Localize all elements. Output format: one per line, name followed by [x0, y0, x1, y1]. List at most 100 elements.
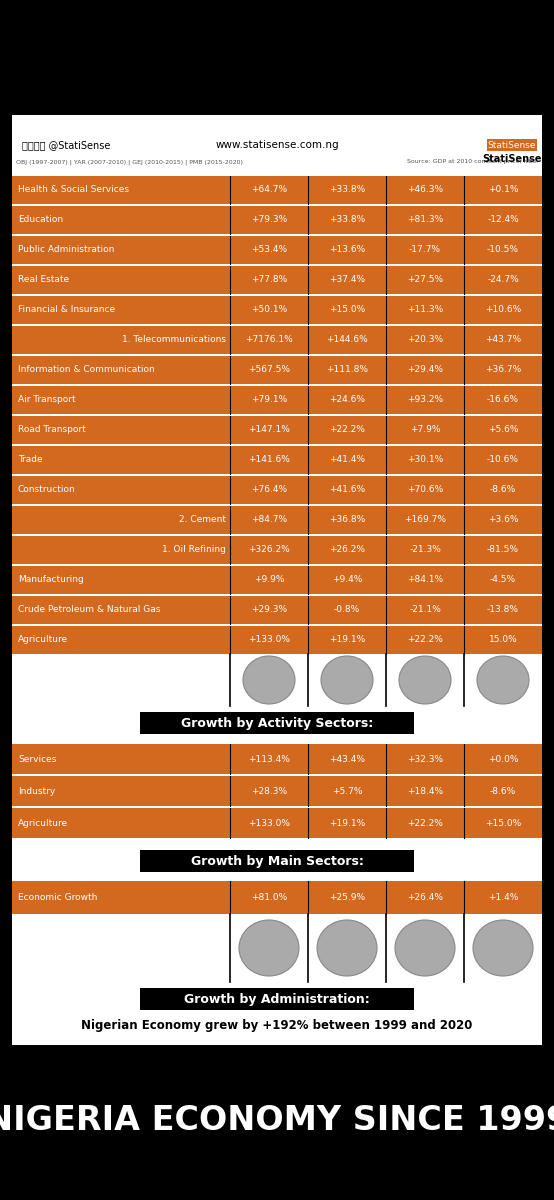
Bar: [12, 914, 542, 982]
Text: +64.7%: +64.7%: [251, 186, 287, 194]
Text: ⓘⒻⓨⓔ @StatiSense: ⓘⒻⓨⓔ @StatiSense: [22, 140, 110, 150]
Text: +22.2%: +22.2%: [407, 818, 443, 828]
Text: +326.2%: +326.2%: [248, 546, 290, 554]
Text: +10.6%: +10.6%: [485, 306, 521, 314]
Text: -10.6%: -10.6%: [487, 456, 519, 464]
Text: +26.4%: +26.4%: [407, 893, 443, 902]
Text: Crude Petroleum & Natural Gas: Crude Petroleum & Natural Gas: [18, 606, 160, 614]
Bar: [12, 808, 542, 838]
Text: -13.8%: -13.8%: [487, 606, 519, 614]
Text: +32.3%: +32.3%: [407, 755, 443, 763]
Bar: [12, 654, 542, 706]
Text: OBJ (1997-2007) | YAR (2007-2010) | GEJ (2010-2015) | PMB (2015-2020): OBJ (1997-2007) | YAR (2007-2010) | GEJ …: [16, 160, 243, 164]
Text: +15.0%: +15.0%: [485, 818, 521, 828]
Ellipse shape: [243, 656, 295, 704]
Text: Road Transport: Road Transport: [18, 426, 86, 434]
Bar: [0, 1045, 554, 1200]
Text: Nigerian Economy grew by +192% between 1999 and 2020: Nigerian Economy grew by +192% between 1…: [81, 1019, 473, 1032]
Text: +19.1%: +19.1%: [329, 818, 365, 828]
Ellipse shape: [317, 920, 377, 976]
Text: +5.6%: +5.6%: [488, 426, 518, 434]
Bar: [12, 838, 542, 844]
Text: +20.3%: +20.3%: [407, 336, 443, 344]
Bar: [0, 0, 554, 115]
Text: +26.2%: +26.2%: [329, 546, 365, 554]
Bar: [12, 536, 542, 564]
Ellipse shape: [239, 920, 299, 976]
Text: +9.9%: +9.9%: [254, 576, 284, 584]
Text: +77.8%: +77.8%: [251, 276, 287, 284]
Text: -81.5%: -81.5%: [487, 546, 519, 554]
Text: +144.6%: +144.6%: [326, 336, 368, 344]
Text: -24.7%: -24.7%: [487, 276, 519, 284]
Text: +7.9%: +7.9%: [410, 426, 440, 434]
Text: +84.7%: +84.7%: [251, 516, 287, 524]
Text: +19.1%: +19.1%: [329, 636, 365, 644]
Text: Real Estate: Real Estate: [18, 276, 69, 284]
Bar: [487, 139, 537, 151]
Text: +84.1%: +84.1%: [407, 576, 443, 584]
Text: +79.3%: +79.3%: [251, 216, 287, 224]
Text: Construction: Construction: [18, 486, 76, 494]
Text: -4.5%: -4.5%: [490, 576, 516, 584]
Text: +22.2%: +22.2%: [407, 636, 443, 644]
Text: 2. Cement: 2. Cement: [179, 516, 226, 524]
Text: 1. Oil Refining: 1. Oil Refining: [162, 546, 226, 554]
Text: +53.4%: +53.4%: [251, 246, 287, 254]
Bar: [12, 566, 542, 594]
Bar: [12, 596, 542, 624]
Text: -8.6%: -8.6%: [490, 786, 516, 796]
Text: +28.3%: +28.3%: [251, 786, 287, 796]
Text: +30.1%: +30.1%: [407, 456, 443, 464]
Text: -12.4%: -12.4%: [487, 216, 519, 224]
Text: -21.1%: -21.1%: [409, 606, 441, 614]
Text: +33.8%: +33.8%: [329, 186, 365, 194]
Text: Industry: Industry: [18, 786, 55, 796]
Text: +141.6%: +141.6%: [248, 456, 290, 464]
Bar: [12, 416, 542, 444]
Bar: [12, 115, 542, 1045]
Text: +15.0%: +15.0%: [329, 306, 365, 314]
Text: Financial & Insurance: Financial & Insurance: [18, 306, 115, 314]
Text: -17.7%: -17.7%: [409, 246, 441, 254]
Text: -10.5%: -10.5%: [487, 246, 519, 254]
Text: +50.1%: +50.1%: [251, 306, 287, 314]
Text: +33.8%: +33.8%: [329, 216, 365, 224]
Text: +22.2%: +22.2%: [329, 426, 365, 434]
Text: +133.0%: +133.0%: [248, 818, 290, 828]
Text: Manufacturing: Manufacturing: [18, 576, 84, 584]
Text: www.statisense.com.ng: www.statisense.com.ng: [215, 140, 339, 150]
Text: +111.8%: +111.8%: [326, 366, 368, 374]
Bar: [12, 326, 542, 354]
Text: Agriculture: Agriculture: [18, 636, 68, 644]
Text: Growth by Main Sectors:: Growth by Main Sectors:: [191, 854, 363, 868]
Text: Air Transport: Air Transport: [18, 396, 76, 404]
Text: Health & Social Services: Health & Social Services: [18, 186, 129, 194]
Ellipse shape: [473, 920, 533, 976]
Text: +1.4%: +1.4%: [488, 893, 518, 902]
Bar: [12, 386, 542, 414]
Text: +36.8%: +36.8%: [329, 516, 365, 524]
Text: +11.3%: +11.3%: [407, 306, 443, 314]
Text: +29.3%: +29.3%: [251, 606, 287, 614]
Text: +43.4%: +43.4%: [329, 755, 365, 763]
Bar: [12, 356, 542, 384]
Text: +18.4%: +18.4%: [407, 786, 443, 796]
Bar: [12, 446, 542, 474]
Text: Growth by Activity Sectors:: Growth by Activity Sectors:: [181, 716, 373, 730]
Bar: [12, 776, 542, 806]
Text: Trade: Trade: [18, 456, 43, 464]
Text: +70.6%: +70.6%: [407, 486, 443, 494]
Bar: [12, 266, 542, 294]
Text: Services: Services: [18, 755, 57, 763]
Bar: [12, 176, 542, 204]
Text: +41.6%: +41.6%: [329, 486, 365, 494]
Text: +0.1%: +0.1%: [488, 186, 518, 194]
Text: +3.6%: +3.6%: [488, 516, 518, 524]
Text: +133.0%: +133.0%: [248, 636, 290, 644]
Bar: [12, 626, 542, 654]
Bar: [12, 881, 542, 914]
Bar: [140, 850, 414, 872]
Text: +27.5%: +27.5%: [407, 276, 443, 284]
Text: Education: Education: [18, 216, 63, 224]
